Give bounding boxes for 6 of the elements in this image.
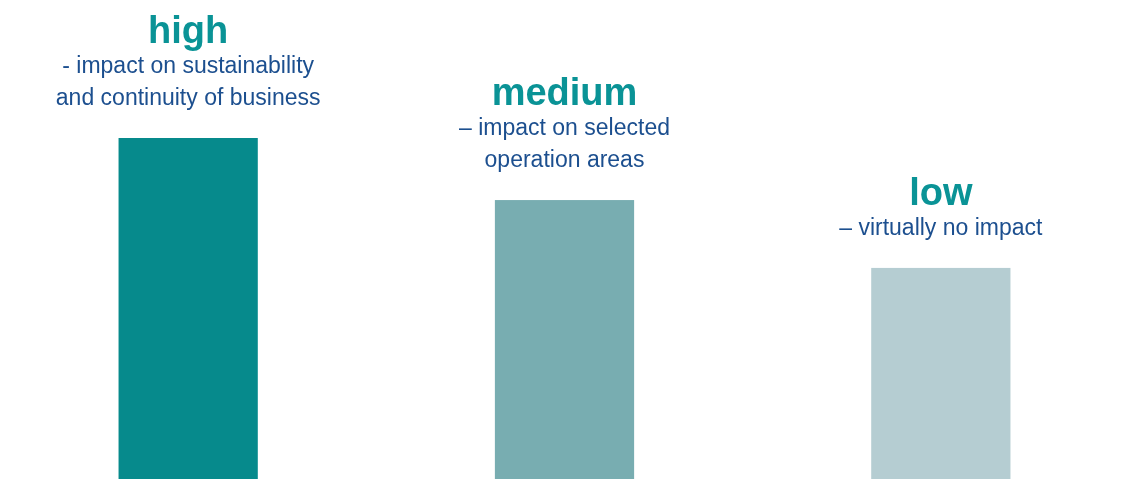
annotation: – impact on selected operation areas <box>459 114 670 173</box>
x-tick-label: low <box>909 170 973 213</box>
x-tick-label: high <box>148 9 229 51</box>
annotation: - impact on sustainability and continuity of business <box>55 52 321 110</box>
annotation: – virtually no impact <box>839 213 1044 240</box>
x-tick-label: medium <box>491 71 638 114</box>
